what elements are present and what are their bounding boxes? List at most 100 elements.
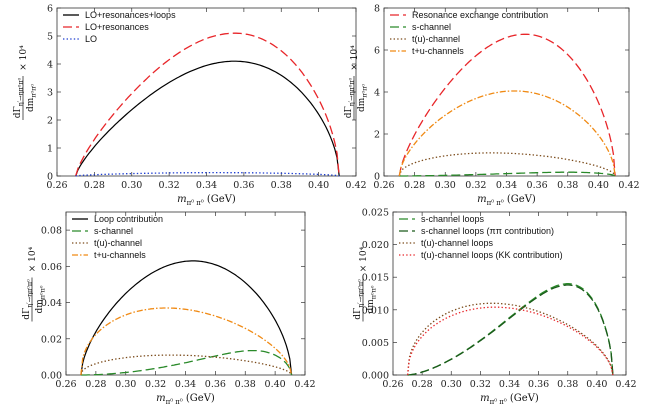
y-tick-label: 0.015: [362, 273, 389, 284]
legend-entry: s-channel: [94, 226, 133, 236]
x-tick-label: 0.36: [528, 379, 549, 390]
plot-frame: [392, 211, 627, 376]
x-tick-label: 0.30: [435, 180, 456, 191]
x-tick-label: 0.30: [441, 379, 462, 390]
svg-text:× 10⁴: × 10⁴: [350, 45, 360, 71]
legend-entry: s-channel loops: [421, 214, 485, 224]
x-tick-label: 0.32: [145, 379, 166, 390]
x-tick-label: 0.38: [271, 180, 292, 191]
x-tick-label: 0.32: [465, 180, 486, 191]
y-axis-label: dΓη′→ηπ⁰π⁰ dmπ⁰π⁰ × 10⁴: [13, 45, 38, 120]
svg-text:dΓη′→ηπ⁰π⁰: dΓη′→ηπ⁰π⁰: [13, 77, 25, 118]
x-tick-label: 0.28: [84, 180, 105, 191]
x-tick-label: 0.26: [55, 379, 76, 390]
legend-entry: LO+resonances+loops: [85, 10, 176, 20]
legend-entry: Resonance exchange contribution: [412, 10, 548, 20]
x-tick-label: 0.40: [265, 379, 286, 390]
svg-text:dmπ⁰π⁰: dmπ⁰π⁰: [357, 84, 369, 112]
y-tick-label: 0.06: [41, 262, 62, 273]
x-tick-label: 0.26: [373, 180, 394, 191]
x-tick-label: 0.34: [196, 180, 217, 191]
y-tick-label: 6: [374, 46, 380, 57]
legend-entry: t+u-channels: [94, 250, 146, 260]
x-tick-label: 0.36: [527, 180, 548, 191]
svg-text:dmπ⁰π⁰: dmπ⁰π⁰: [366, 285, 378, 313]
svg-text:dmπ⁰π⁰: dmπ⁰π⁰: [35, 285, 47, 313]
y-tick-label: 0: [47, 172, 53, 183]
y-tick-label: 2: [47, 116, 53, 127]
series-line-t-u-channel-loops: [406, 302, 614, 376]
y-tick-label: 0: [374, 172, 380, 183]
svg-text:dΓη′→ηπ⁰π⁰: dΓη′→ηπ⁰π⁰: [22, 279, 34, 320]
x-axis-label: mπ⁰ π⁰ (GeV): [480, 393, 539, 406]
series-line-lo-resonances: [75, 32, 340, 177]
y-tick-label: 5: [47, 32, 53, 43]
legend-entry: t(u)-channel: [94, 238, 142, 248]
legend-entry: s-channel: [412, 22, 451, 32]
y-axis-label: dΓη′→ηπ⁰π⁰ dmπ⁰π⁰ × 10⁴: [22, 246, 47, 322]
legend-entry: LO: [85, 34, 97, 44]
series-line-t-u-channels: [80, 307, 293, 376]
y-tick-label: 6: [47, 4, 53, 15]
series-line-s-channel: [80, 349, 293, 376]
series-line-t-u-channel: [80, 354, 293, 376]
x-tick-label: 0.42: [345, 180, 366, 191]
series-line-s-channel-loops-contribution-: [407, 284, 614, 376]
series-line-s-channel-loops: [407, 283, 614, 376]
legend-entry: t(u)-channel: [412, 34, 460, 44]
x-tick-label: 0.38: [557, 379, 578, 390]
x-tick-label: 0.38: [557, 180, 578, 191]
x-tick-label: 0.40: [588, 180, 609, 191]
x-tick-label: 0.32: [470, 379, 491, 390]
y-tick-label: 0.025: [362, 208, 389, 219]
x-tick-label: 0.28: [412, 379, 433, 390]
legend-entry: t+u-channels: [412, 46, 464, 56]
legend-entry: t(u)-channel loops: [421, 238, 494, 248]
svg-text:× 10⁴: × 10⁴: [28, 246, 38, 272]
y-tick-label: 0.000: [362, 371, 389, 382]
y-tick-label: 4: [47, 60, 53, 71]
x-tick-label: 0.26: [382, 379, 403, 390]
x-tick-label: 0.36: [233, 180, 254, 191]
x-tick-label: 0.28: [404, 180, 425, 191]
chart-panel-2: 0.26 0.28 0.30 0.32 0.34 0.36 0.38 0.40 0.42 0 2 4 6…: [344, 4, 640, 208]
y-axis-label: dΓη′→ηπ⁰π⁰ dmπ⁰π⁰ × 10⁴: [353, 246, 378, 322]
legend-entry: Loop contribution: [94, 214, 163, 224]
y-tick-label: 0.005: [362, 338, 389, 349]
x-tick-label: 0.40: [308, 180, 329, 191]
x-axis-label: mπ⁰ π⁰ (GeV): [156, 393, 215, 406]
svg-text:× 10⁴: × 10⁴: [359, 246, 369, 272]
x-tick-label: 0.40: [586, 379, 607, 390]
y-tick-label: 0.020: [362, 240, 389, 251]
y-tick-label: 2: [374, 130, 380, 141]
x-tick-label: 0.38: [235, 379, 256, 390]
x-tick-label: 0.30: [121, 180, 142, 191]
x-tick-label: 0.36: [205, 379, 226, 390]
series-line-t-u-channel: [398, 152, 616, 177]
x-tick-label: 0.34: [499, 379, 520, 390]
y-tick-label: 0.08: [41, 226, 62, 237]
series-line-s-channel: [399, 171, 616, 177]
x-axis-label: mπ⁰ π⁰ (GeV): [177, 194, 236, 207]
legend-entry: LO+resonances: [85, 22, 149, 32]
legend-entry: s-channel loops (ππ contribution): [421, 226, 554, 236]
x-tick-label: 0.28: [85, 379, 106, 390]
svg-text:dmπ⁰π⁰: dmπ⁰π⁰: [26, 84, 38, 112]
y-tick-label: 4: [374, 88, 380, 99]
y-tick-label: 8: [374, 4, 380, 15]
y-tick-label: 0.010: [362, 305, 389, 316]
chart-panel-1: 0.26 0.28 0.30 0.32 0.34 0.36 0.38 0.40 0.42 0 1 2 3…: [13, 4, 367, 208]
x-axis-label: mπ⁰ π⁰ (GeV): [477, 194, 536, 207]
chart-panel-4: 0.26 0.28 0.30 0.32 0.34 0.36 0.38 0.40 0.42 0.00…: [353, 208, 637, 407]
svg-text:dΓη′→ηπ⁰π⁰: dΓη′→ηπ⁰π⁰: [353, 279, 365, 320]
legend-entry: t(u)-channel loops (KK contribution): [421, 250, 563, 260]
x-tick-label: 0.42: [294, 379, 315, 390]
y-tick-label: 1: [47, 144, 53, 155]
series-line-resonance-exchange-contribution: [398, 33, 616, 177]
series-line-lo-resonances-loops: [75, 60, 340, 177]
x-tick-label: 0.34: [175, 379, 196, 390]
y-tick-label: 0.00: [41, 371, 62, 382]
series-line-loop-contribution: [80, 260, 293, 376]
plot-frame: [56, 7, 357, 177]
